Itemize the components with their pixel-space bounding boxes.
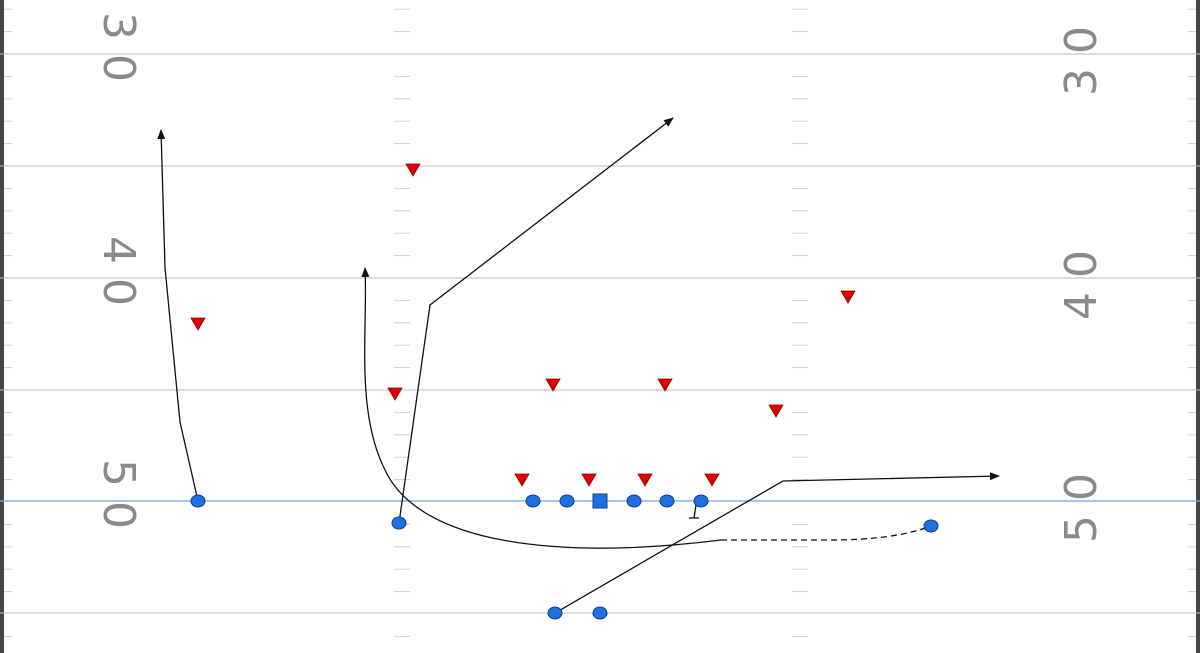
yard-number-right-30: 30	[1056, 12, 1107, 96]
motion-path-right-receiver	[721, 525, 932, 541]
defender-linebacker-right	[657, 378, 673, 392]
route-crosser-wheel	[361, 267, 722, 549]
yard-number-right-50: 50	[1056, 459, 1107, 543]
block-tackle-right	[689, 504, 699, 519]
defender-tackle-right	[637, 473, 653, 487]
yard-number-left-50: 50	[93, 459, 144, 543]
defender-corner-left	[190, 317, 206, 331]
defender-end-left	[514, 473, 530, 487]
offense-tackle-right	[659, 494, 675, 508]
defender-linebacker-left	[545, 378, 561, 392]
defender-tackle-left	[581, 473, 597, 487]
defender-deep-safety-right	[840, 290, 856, 304]
offense-tackle-left	[525, 494, 541, 508]
yard-lines	[0, 53, 1200, 614]
routes	[157, 117, 1000, 614]
defender-end-right	[704, 473, 720, 487]
offense-center	[592, 493, 608, 509]
offense-running-back	[547, 606, 563, 620]
hash-marks	[4, 8, 1196, 637]
field-right-border	[1196, 0, 1200, 653]
defender-deep-safety-left	[405, 163, 421, 177]
offense-guard-left	[559, 494, 575, 508]
offense-slot-receiver	[391, 516, 407, 530]
yard-number-right-40: 40	[1056, 236, 1107, 320]
offense-left-wideout	[190, 494, 206, 508]
defender-slot-corner	[387, 387, 403, 401]
offense-right-receiver	[923, 519, 939, 533]
field-left-border	[0, 0, 4, 653]
route-back-flat	[554, 472, 1000, 614]
route-left-wideout-go	[157, 129, 199, 502]
yard-number-left-30: 30	[93, 12, 144, 96]
route-slot-post	[398, 117, 674, 524]
offense	[190, 493, 939, 620]
offense-tight-end	[693, 494, 709, 508]
offense-guard-right	[626, 494, 642, 508]
defender-outside-linebacker	[768, 404, 784, 418]
defense	[190, 163, 856, 487]
offense-quarterback	[592, 606, 608, 620]
yard-number-left-40: 40	[93, 236, 144, 320]
